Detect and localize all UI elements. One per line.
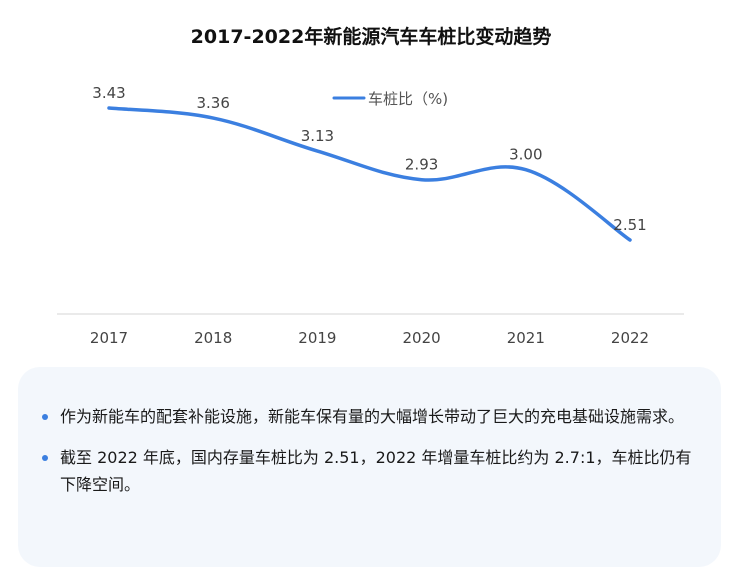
x-tick-label: 2018 — [194, 329, 232, 347]
data-label: 3.36 — [196, 94, 229, 112]
notes-list: 作为新能车的配套补能设施，新能车保有量的大幅增长带动了巨大的充电基础设施需求。 … — [40, 403, 695, 498]
data-labels: 3.43 3.36 3.13 2.93 3.00 2.51 — [92, 84, 646, 234]
notes-card: 作为新能车的配套补能设施，新能车保有量的大幅增长带动了巨大的充电基础设施需求。 … — [18, 367, 721, 567]
x-tick-label: 2019 — [298, 329, 336, 347]
note-text: 作为新能车的配套补能设施，新能车保有量的大幅增长带动了巨大的充电基础设施需求。 — [60, 407, 685, 426]
data-label: 3.00 — [509, 146, 542, 164]
note-item: 截至 2022 年底，国内存量车桩比为 2.51，2022 年增量车桩比约为 2… — [40, 444, 695, 498]
x-tick-label: 2017 — [90, 329, 128, 347]
chart-title: 2017-2022年新能源汽车车桩比变动趋势 — [190, 26, 552, 48]
bullet-dot — [42, 414, 48, 420]
note-text: 截至 2022 年底，国内存量车桩比为 2.51，2022 年增量车桩比约为 2… — [60, 448, 692, 494]
x-tick-label: 2020 — [403, 329, 441, 347]
data-label: 3.13 — [301, 127, 334, 145]
legend: 车桩比（%) — [332, 90, 448, 108]
x-tick-labels: 2017 2018 2019 2020 2021 2022 — [90, 329, 649, 347]
data-label: 3.43 — [92, 84, 125, 102]
data-label: 2.93 — [405, 156, 438, 174]
note-item: 作为新能车的配套补能设施，新能车保有量的大幅增长带动了巨大的充电基础设施需求。 — [40, 403, 695, 430]
bullet-dot — [42, 455, 48, 461]
data-label: 2.51 — [613, 216, 646, 234]
series-line — [107, 106, 632, 242]
line-chart: 车桩比（%) 3.43 3.36 3.13 2.93 3.00 2.51 2017 2018… — [57, 84, 684, 347]
x-tick-label: 2022 — [611, 329, 649, 347]
legend-label: 车桩比（%) — [368, 90, 448, 108]
x-tick-label: 2021 — [507, 329, 545, 347]
